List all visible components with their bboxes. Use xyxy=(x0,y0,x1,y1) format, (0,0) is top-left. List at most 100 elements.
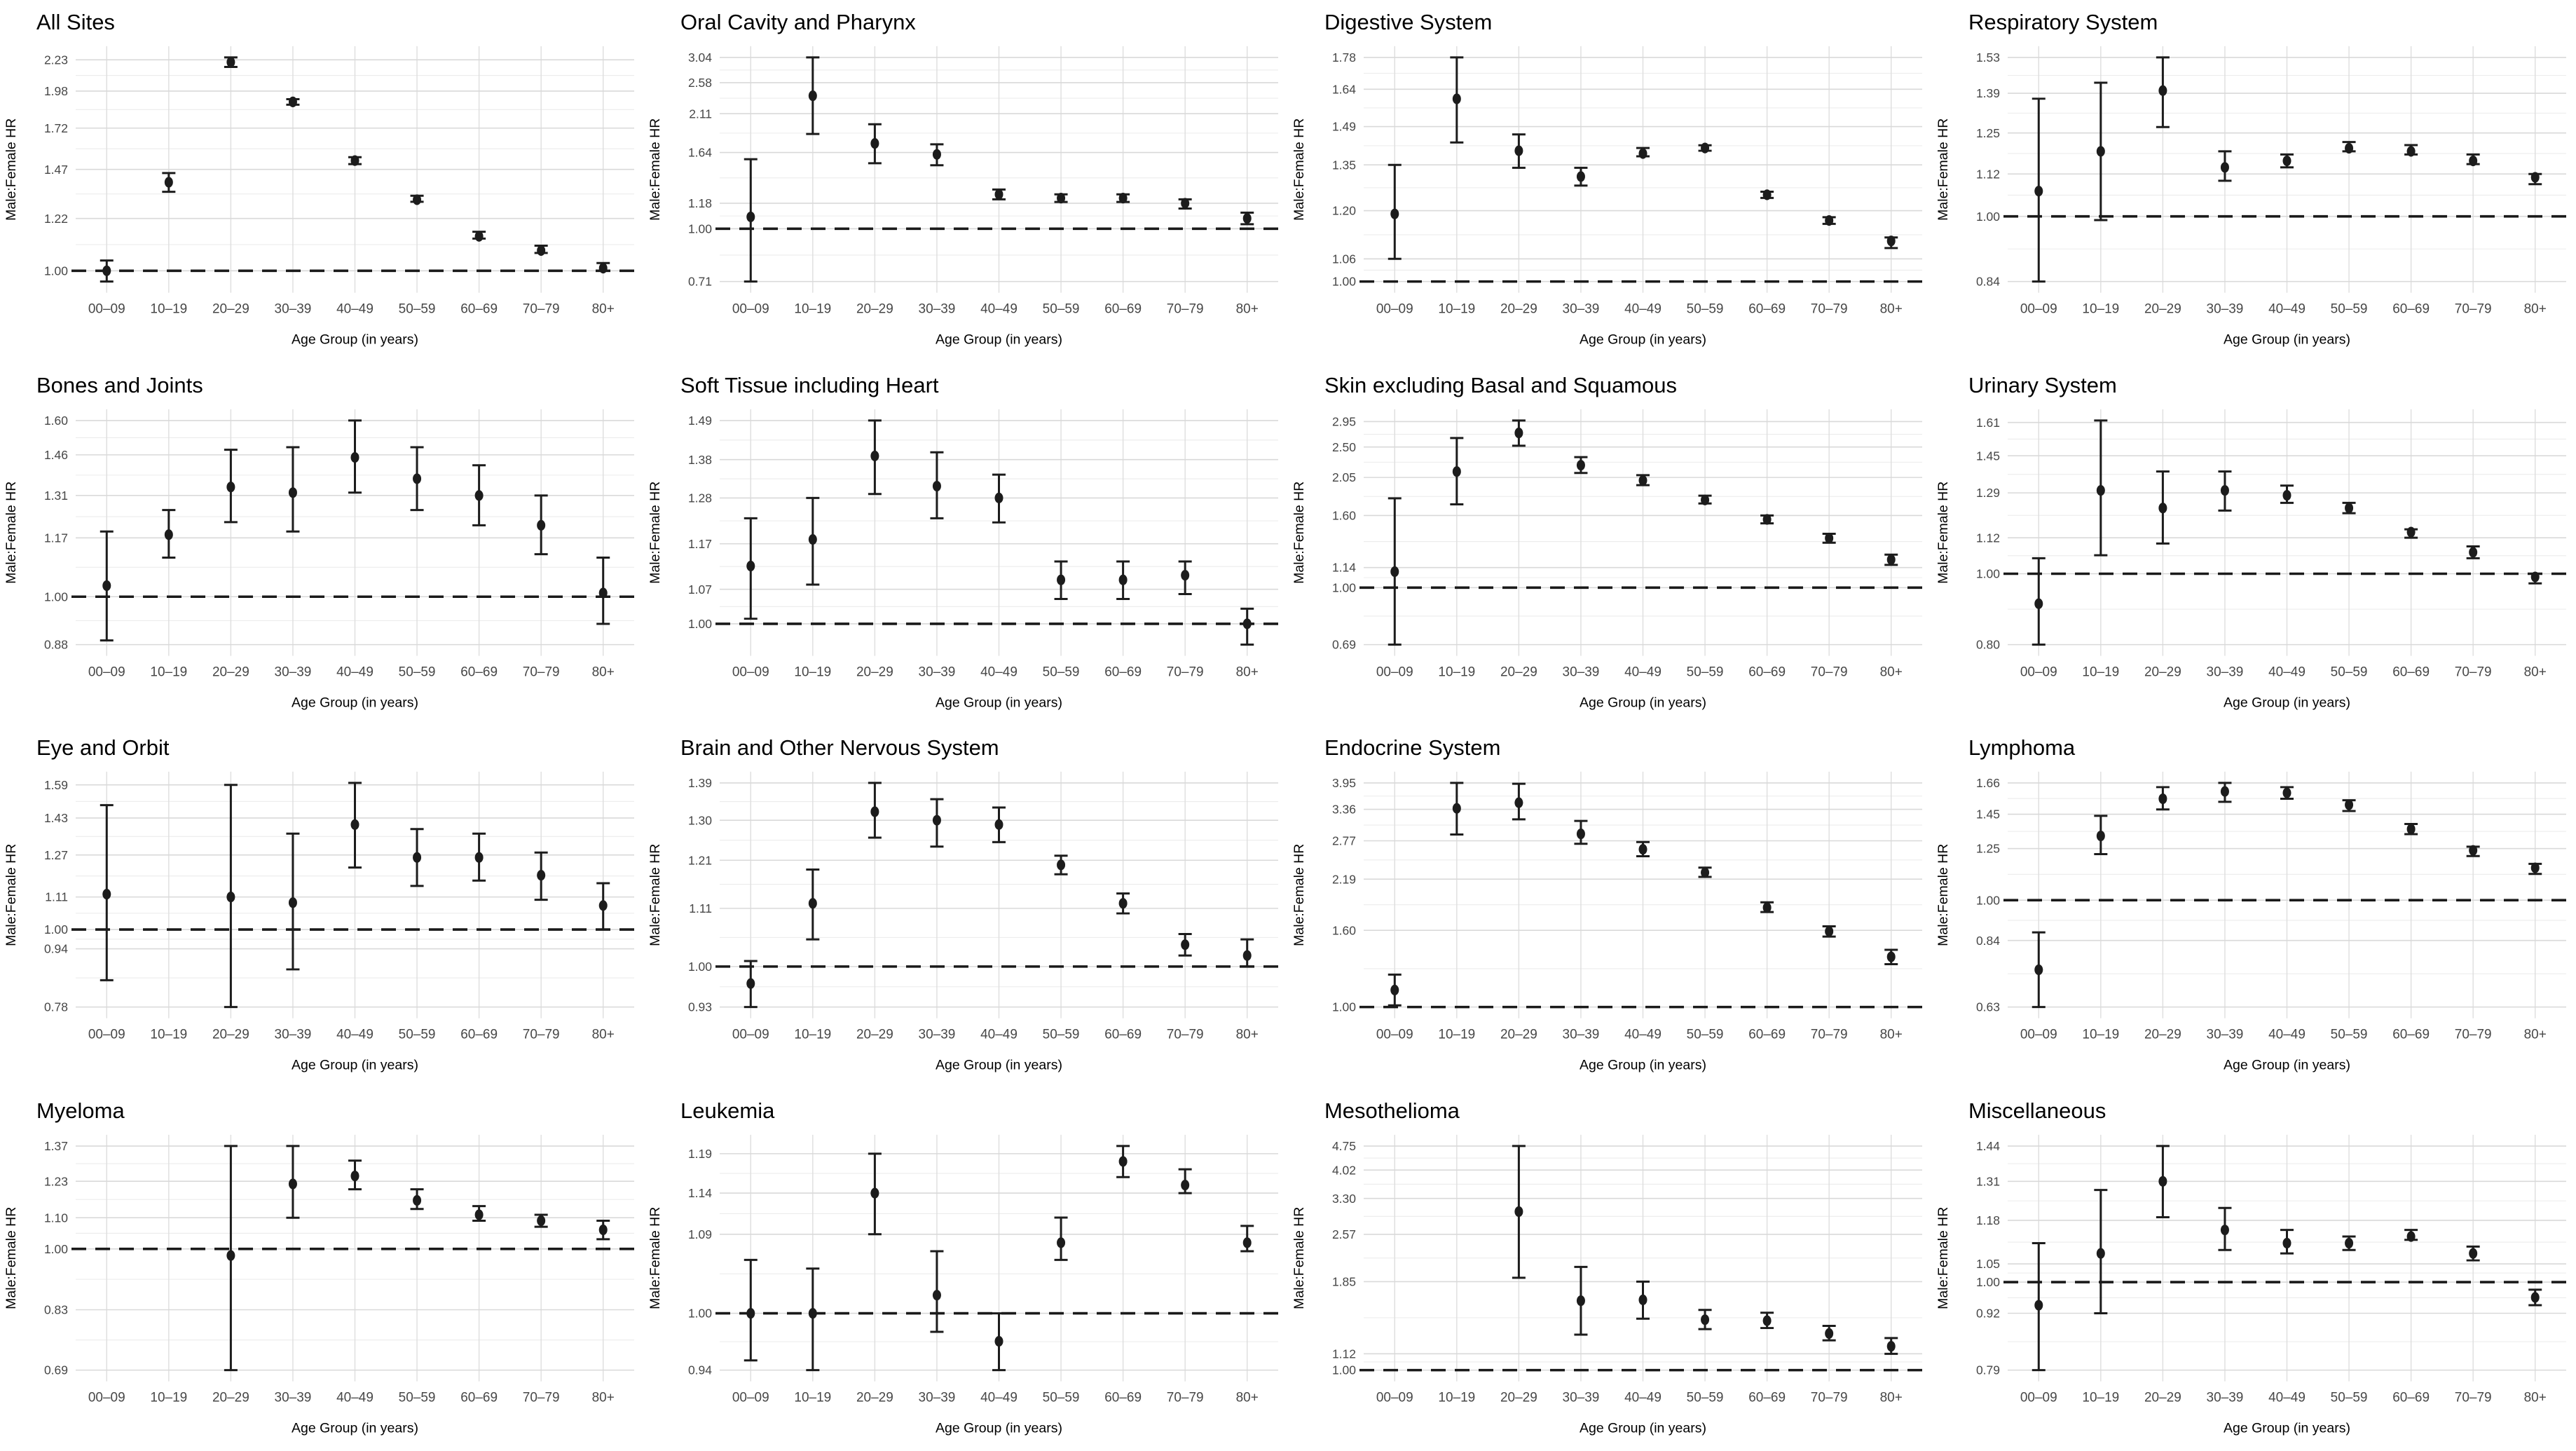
y-tick-label: 0.63 xyxy=(1976,1000,2000,1014)
gridlines xyxy=(720,409,1278,656)
data-point-00-09 xyxy=(2032,1241,2046,1371)
x-tick-label: 30–39 xyxy=(2207,665,2244,679)
data-point-40-49 xyxy=(992,1312,1006,1371)
x-tick-label: 70–79 xyxy=(2455,1028,2492,1042)
y-tick-label: 0.71 xyxy=(688,275,712,289)
data-point-20-29 xyxy=(224,448,238,523)
y-tick-label: 1.28 xyxy=(688,491,712,505)
data-point-20-29 xyxy=(2156,786,2170,811)
y-axis-title: Male:Female HR xyxy=(1936,844,1951,946)
y-tick-label: 1.49 xyxy=(1332,120,1356,134)
data-point-10-19 xyxy=(1450,56,1464,144)
y-tick-label: 0.93 xyxy=(688,1000,712,1014)
data-point-70-79 xyxy=(1178,933,1192,957)
x-tick-label: 10–19 xyxy=(2082,1028,2119,1042)
data-point-50-59 xyxy=(410,1187,424,1210)
data-point-20-29 xyxy=(224,784,238,1009)
data-point-20-29 xyxy=(2156,1144,2170,1218)
data-point-10-19 xyxy=(1450,782,1464,836)
x-tick-label: 50–59 xyxy=(2331,1390,2368,1405)
data-point-80 xyxy=(1884,236,1898,250)
x-tick-label: 50–59 xyxy=(1043,665,1080,679)
x-tick-label: 70–79 xyxy=(2455,665,2492,679)
x-tick-label: 50–59 xyxy=(2331,665,2368,679)
x-axis-title: Age Group (in years) xyxy=(936,332,1062,348)
data-point-30-39 xyxy=(930,798,944,848)
data-point-70-79 xyxy=(1822,1324,1836,1342)
x-tick-label: 80+ xyxy=(592,1390,615,1405)
x-tick-label: 40–49 xyxy=(1624,665,1662,679)
y-tick-label: 4.75 xyxy=(1332,1139,1356,1153)
data-point-40-49 xyxy=(2280,484,2294,504)
y-tick-label: 1.29 xyxy=(1976,486,2000,500)
y-tick-label: 2.57 xyxy=(1332,1227,1356,1241)
data-point-30-39 xyxy=(1574,1265,1588,1335)
data-point-00-09 xyxy=(2032,557,2046,646)
x-tick-label: 40–49 xyxy=(980,1390,1018,1405)
y-tick-label: 2.58 xyxy=(688,76,712,90)
y-axis-title: Male:Female HR xyxy=(648,481,663,583)
x-tick-label: 10–19 xyxy=(794,1390,831,1405)
y-axis-title: Male:Female HR xyxy=(4,1206,19,1309)
x-axis-title: Age Group (in years) xyxy=(292,1420,418,1436)
x-axis-title: Age Group (in years) xyxy=(292,1058,418,1073)
data-point-20-29 xyxy=(2156,470,2170,545)
x-tick-label: 50–59 xyxy=(1043,1390,1080,1405)
y-tick-label: 1.25 xyxy=(1976,842,2000,856)
panel-title: Miscellaneous xyxy=(1968,1098,2106,1122)
x-tick-label: 60–69 xyxy=(460,1028,498,1042)
x-tick-label: 40–49 xyxy=(2268,1390,2306,1405)
panel-title: Respiratory System xyxy=(1968,10,2158,34)
y-tick-label: 1.00 xyxy=(1332,1000,1356,1014)
gridlines xyxy=(76,46,634,293)
data-point-50-59 xyxy=(1054,193,1068,204)
x-tick-label: 80+ xyxy=(1236,1028,1259,1042)
data-point-70-79 xyxy=(1178,198,1192,210)
data-point-50-59 xyxy=(1698,142,1712,154)
x-tick-label: 60–69 xyxy=(2392,665,2430,679)
x-tick-label: 80+ xyxy=(1236,302,1259,317)
data-point-30-39 xyxy=(930,451,944,519)
x-tick-label: 50–59 xyxy=(1043,302,1080,317)
y-tick-label: 1.00 xyxy=(1332,1363,1356,1377)
data-point-60-69 xyxy=(1116,193,1130,204)
x-tick-label: 70–79 xyxy=(2455,302,2492,317)
x-tick-label: 40–49 xyxy=(1624,1028,1662,1042)
x-tick-label: 00–09 xyxy=(1376,1390,1413,1405)
data-point-30-39 xyxy=(2218,782,2232,803)
x-tick-label: 80+ xyxy=(592,302,615,317)
x-tick-label: 20–29 xyxy=(2144,665,2181,679)
x-tick-label: 20–29 xyxy=(212,1390,249,1405)
data-point-50-59 xyxy=(1698,1308,1712,1330)
x-axis-title: Age Group (in years) xyxy=(936,695,1062,710)
data-point-00-09 xyxy=(1388,496,1402,646)
data-point-60-69 xyxy=(1116,892,1130,915)
y-tick-label: 1.60 xyxy=(1332,508,1356,522)
panel-title: Eye and Orbit xyxy=(36,735,170,760)
y-tick-label: 1.12 xyxy=(1976,531,2000,545)
x-tick-label: 80+ xyxy=(1880,1390,1903,1405)
x-tick-label: 60–69 xyxy=(460,302,498,317)
x-tick-label: 70–79 xyxy=(1811,1390,1848,1405)
x-tick-label: 50–59 xyxy=(399,302,436,317)
data-point-40-49 xyxy=(2280,153,2294,169)
data-point-20-29 xyxy=(224,1144,238,1371)
data-point-50-59 xyxy=(1698,866,1712,878)
data-point-40-49 xyxy=(992,806,1006,843)
y-tick-label: 1.98 xyxy=(44,84,68,98)
y-axis-title: Male:Female HR xyxy=(4,844,19,946)
x-axis-title: Age Group (in years) xyxy=(936,1058,1062,1073)
y-axis-title: Male:Female HR xyxy=(1936,1206,1951,1309)
data-point-60-69 xyxy=(472,832,486,882)
y-tick-label: 2.95 xyxy=(1332,414,1356,428)
x-tick-label: 60–69 xyxy=(1748,1028,1786,1042)
gridlines xyxy=(2008,771,2566,1019)
data-point-00-09 xyxy=(1388,973,1402,1007)
data-point-40-49 xyxy=(348,1159,362,1190)
panel-respiratory-system: 0.84 1.00 1.12 1.25 1.39 1.53 00–09 10–19 20–29 3… xyxy=(1932,0,2576,363)
y-tick-label: 1.12 xyxy=(1976,167,2000,181)
y-tick-label: 0.79 xyxy=(1976,1363,2000,1377)
y-tick-label: 1.14 xyxy=(1332,560,1356,574)
data-point-80 xyxy=(1240,1224,1254,1253)
y-tick-label: 1.31 xyxy=(44,488,68,502)
